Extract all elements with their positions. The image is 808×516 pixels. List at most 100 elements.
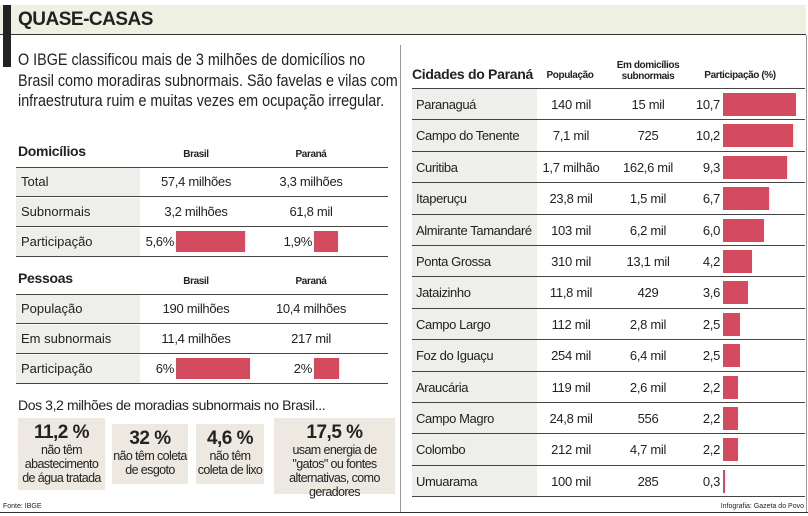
city-part-bar xyxy=(723,218,765,242)
city-part-label: 2,2 xyxy=(702,379,720,395)
city-population: 140 mil xyxy=(551,97,591,112)
table-row: Subnormais 3,2 milhões 61,8 mil xyxy=(16,198,388,227)
domicilios-col-parana: Paraná xyxy=(295,149,327,160)
city-row: Araucária 119 mil 2,6 mil 2,2 xyxy=(412,371,805,403)
parana-value: 3,3 milhões xyxy=(279,174,343,189)
header-band xyxy=(0,5,806,35)
city-subnormal: 6,2 mil xyxy=(629,222,667,238)
city-part-bar xyxy=(723,407,739,430)
footer-divider xyxy=(0,512,808,513)
parana-value: 1,9% xyxy=(283,234,313,249)
city-population: 112 mil xyxy=(551,316,591,332)
brasil-value: 57,4 milhões xyxy=(160,174,232,189)
city-part-label: 10,7 xyxy=(695,97,720,112)
divider xyxy=(16,167,388,168)
domicilios-heading: Domicílios xyxy=(18,143,86,159)
city-row: Umuarama 100 mil 285 0,3 xyxy=(412,465,805,498)
right-border xyxy=(806,35,807,512)
city-subnormal: 556 xyxy=(637,411,659,426)
col-participacao: Participação (%) xyxy=(704,70,776,81)
city-population: 11,8 mil xyxy=(549,285,593,301)
table-row-participacao: Participação 5,6% 1,9% xyxy=(16,228,388,257)
divider xyxy=(16,294,388,295)
table-row: Total 57,4 milhões 3,3 milhões xyxy=(16,168,388,197)
city-part-bar xyxy=(723,469,726,493)
city-name: Foz do Iguaçu xyxy=(412,340,537,371)
city-row: Jataizinho 11,8 mil 429 3,6 xyxy=(412,277,805,309)
col-populacao: População xyxy=(546,70,594,81)
row-label: Subnormais xyxy=(16,198,140,226)
stat-value: 4,6 % xyxy=(206,428,254,449)
pessoas-col-parana: Paraná xyxy=(295,276,327,287)
brasil-value: 11,4 milhões xyxy=(161,331,231,346)
brasil-value: 190 milhões xyxy=(162,301,230,316)
city-part-bar xyxy=(723,438,739,462)
city-part-label: 2,2 xyxy=(702,442,720,458)
bar-domicilios-brasil xyxy=(176,231,246,252)
city-part-bar xyxy=(723,250,752,273)
pessoas-col-brasil: Brasil xyxy=(183,276,209,287)
domicilios-col-brasil: Brasil xyxy=(183,149,209,160)
column-divider xyxy=(400,45,401,512)
city-part-label: 2,2 xyxy=(702,411,720,426)
city-name: Jataizinho xyxy=(412,277,537,308)
city-subnormal: 725 xyxy=(637,128,659,144)
city-row: Paranaguá 140 mil 15 mil 10,7 xyxy=(412,89,805,121)
city-subnormal: 4,7 mil xyxy=(629,442,667,458)
stat-text: não têm coleta de esgoto xyxy=(113,449,187,477)
table-row: População 190 milhões 10,4 milhões xyxy=(16,295,388,324)
intro-text: O IBGE classificou mais de 3 milhões de … xyxy=(18,51,398,110)
city-name: Itaperuçu xyxy=(412,183,537,214)
city-part-label: 6,0 xyxy=(702,222,720,238)
city-population: 212 mil xyxy=(551,442,591,458)
stat-text: não têm coleta de lixo xyxy=(197,449,263,477)
city-part-label: 3,6 xyxy=(702,285,720,301)
parana-value: 217 mil xyxy=(291,331,331,346)
pessoas-heading: Pessoas xyxy=(18,270,73,286)
city-subnormal: 13,1 mil xyxy=(626,254,670,269)
city-population: 24,8 mil xyxy=(549,411,593,426)
city-row: Campo do Tenente 7,1 mil 725 10,2 xyxy=(412,120,805,152)
row-label: Participação xyxy=(16,355,140,383)
city-subnormal: 162,6 mil xyxy=(622,159,674,175)
city-part-bar xyxy=(723,375,739,399)
city-subnormal: 2,8 mil xyxy=(629,316,667,332)
stat-value: 11,2 % xyxy=(33,422,90,443)
city-part-bar xyxy=(723,344,741,368)
stat-box: 11,2 % não têm abastecimento de água trat… xyxy=(18,418,105,490)
city-part-label: 6,7 xyxy=(702,191,720,207)
city-name: Ponta Grossa xyxy=(412,246,537,277)
city-subnormal: 2,6 mil xyxy=(629,379,667,395)
row-label: Total xyxy=(16,168,140,196)
brasil-value: 6% xyxy=(155,361,175,376)
city-population: 23,8 mil xyxy=(549,191,593,207)
stat-box: 17,5 % usam energia de "gatos" ou fontes … xyxy=(274,418,395,499)
stat-text: usam energia de "gatos" ou fontes altern… xyxy=(289,443,380,499)
stat-box: 32 % não têm coleta de esgoto xyxy=(112,424,188,484)
stat-value: 32 % xyxy=(129,428,171,449)
parana-value: 2% xyxy=(293,361,313,376)
city-row: Campo Magro 24,8 mil 556 2,2 xyxy=(412,403,805,435)
city-population: 100 mil xyxy=(551,473,591,489)
city-row: Foz do Iguaçu 254 mil 6,4 mil 2,5 xyxy=(412,340,805,372)
bar-domicilios-parana xyxy=(314,231,338,252)
divider xyxy=(412,88,805,89)
city-population: 310 mil xyxy=(551,254,591,269)
city-part-bar xyxy=(723,281,748,305)
city-part-label: 9,3 xyxy=(702,159,720,175)
city-population: 119 mil xyxy=(551,379,591,395)
bar-pessoas-brasil xyxy=(176,358,251,379)
row-label: Participação xyxy=(16,228,140,256)
table-row-participacao: Participação 6% 2% xyxy=(16,355,388,384)
row-label: População xyxy=(16,295,140,323)
page-title: QUASE-CASAS xyxy=(18,9,153,30)
city-part-label: 2,5 xyxy=(702,348,720,364)
parana-value: 10,4 milhões xyxy=(275,301,347,316)
parana-value: 61,8 mil xyxy=(289,204,333,219)
city-row: Itaperuçu 23,8 mil 1,5 mil 6,7 xyxy=(412,183,805,215)
credit-note: Infografia: Gazeta do Povo xyxy=(720,503,804,510)
city-part-bar xyxy=(723,155,787,179)
city-name: Campo Largo xyxy=(412,308,537,340)
city-row: Colombo 212 mil 4,7 mil 2,2 xyxy=(412,434,805,466)
source-note: Fonte: IBGE xyxy=(3,503,42,510)
